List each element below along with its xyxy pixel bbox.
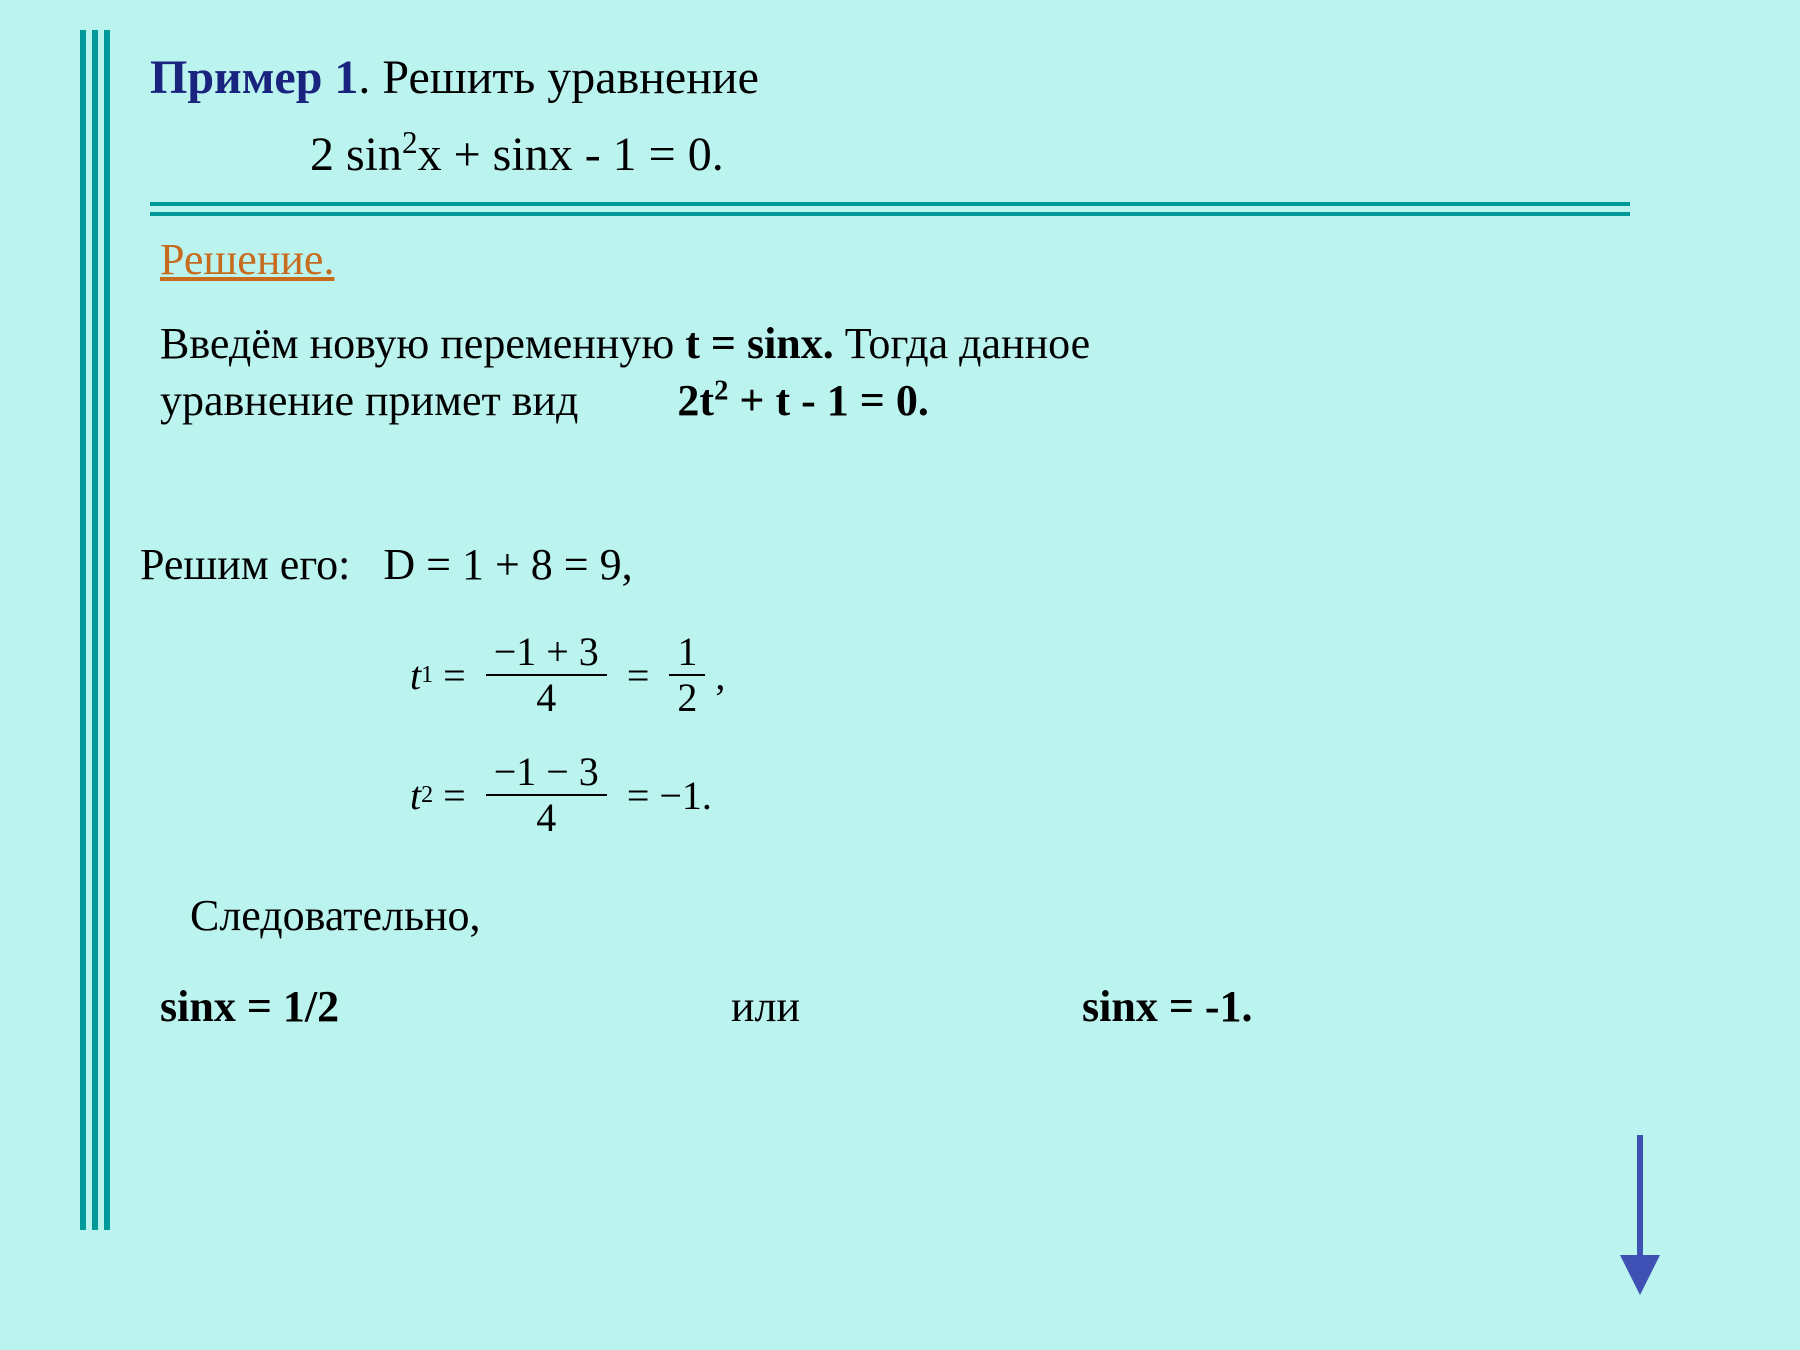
discriminant-expr: D = 1 + 8 = 9,	[383, 540, 632, 589]
substitution-expr: t = sinx.	[685, 319, 834, 368]
horizontal-divider	[150, 202, 1650, 216]
t2-den: 4	[528, 796, 564, 840]
arrow-down-icon	[1610, 1130, 1670, 1300]
t2-frac1: −1 − 3 4	[486, 750, 607, 840]
t1-rhs-den: 2	[669, 676, 705, 720]
subst-text-3: уравнение примет вид	[160, 376, 578, 425]
t1-frac1: −1 + 3 4	[486, 630, 607, 720]
roots-block: t1 = −1 + 3 4 = 1 2 , t2 = −1 − 3 4	[410, 630, 1650, 840]
slide-content: Пример 1. Решить уравнение 2 sin2x + sin…	[150, 50, 1650, 1032]
discriminant-line: Решим его: D = 1 + 8 = 9,	[140, 539, 1650, 590]
t2-sub: 2	[421, 782, 433, 809]
therefore-label: Следовательно,	[190, 890, 1650, 941]
t1-frac2: 1 2	[669, 630, 705, 720]
subst-text-2: Тогда данное	[834, 319, 1090, 368]
title-line: Пример 1. Решить уравнение	[150, 50, 1650, 105]
t1-rhs-num: 1	[669, 630, 705, 674]
t2-rhs: −1.	[659, 772, 712, 819]
substitution-paragraph: Введём новую переменную t = sinx. Тогда …	[160, 315, 1650, 429]
result-sinx-neg1: sinx = -1.	[1082, 981, 1253, 1032]
discriminant-label: Решим его:	[140, 540, 350, 589]
vertical-accent-stripes	[80, 30, 110, 1230]
quadratic-expr: 2t2 + t - 1 = 0.	[677, 376, 928, 425]
t2-num: −1 − 3	[486, 750, 607, 794]
t1-trail: ,	[715, 652, 725, 699]
t1-num: −1 + 3	[486, 630, 607, 674]
result-or: или	[731, 981, 1071, 1032]
subst-text-1: Введём новую переменную	[160, 319, 685, 368]
stripe	[80, 30, 86, 1230]
stripe	[104, 30, 110, 1230]
stripe	[92, 30, 98, 1230]
t1-var: t	[410, 652, 421, 699]
main-equation: 2 sin2x + sinx - 1 = 0.	[310, 125, 1650, 182]
example-number: Пример 1	[150, 51, 358, 104]
result-sinx-half: sinx = 1/2	[160, 981, 720, 1032]
title-rest: . Решить уравнение	[358, 51, 759, 104]
t1-sub: 1	[421, 662, 433, 689]
results-line: sinx = 1/2 или sinx = -1.	[160, 981, 1650, 1032]
solution-heading: Решение.	[160, 234, 1650, 285]
root-t2: t2 = −1 − 3 4 = −1.	[410, 750, 1650, 840]
root-t1: t1 = −1 + 3 4 = 1 2 ,	[410, 630, 1650, 720]
t2-var: t	[410, 772, 421, 819]
t1-den: 4	[528, 676, 564, 720]
